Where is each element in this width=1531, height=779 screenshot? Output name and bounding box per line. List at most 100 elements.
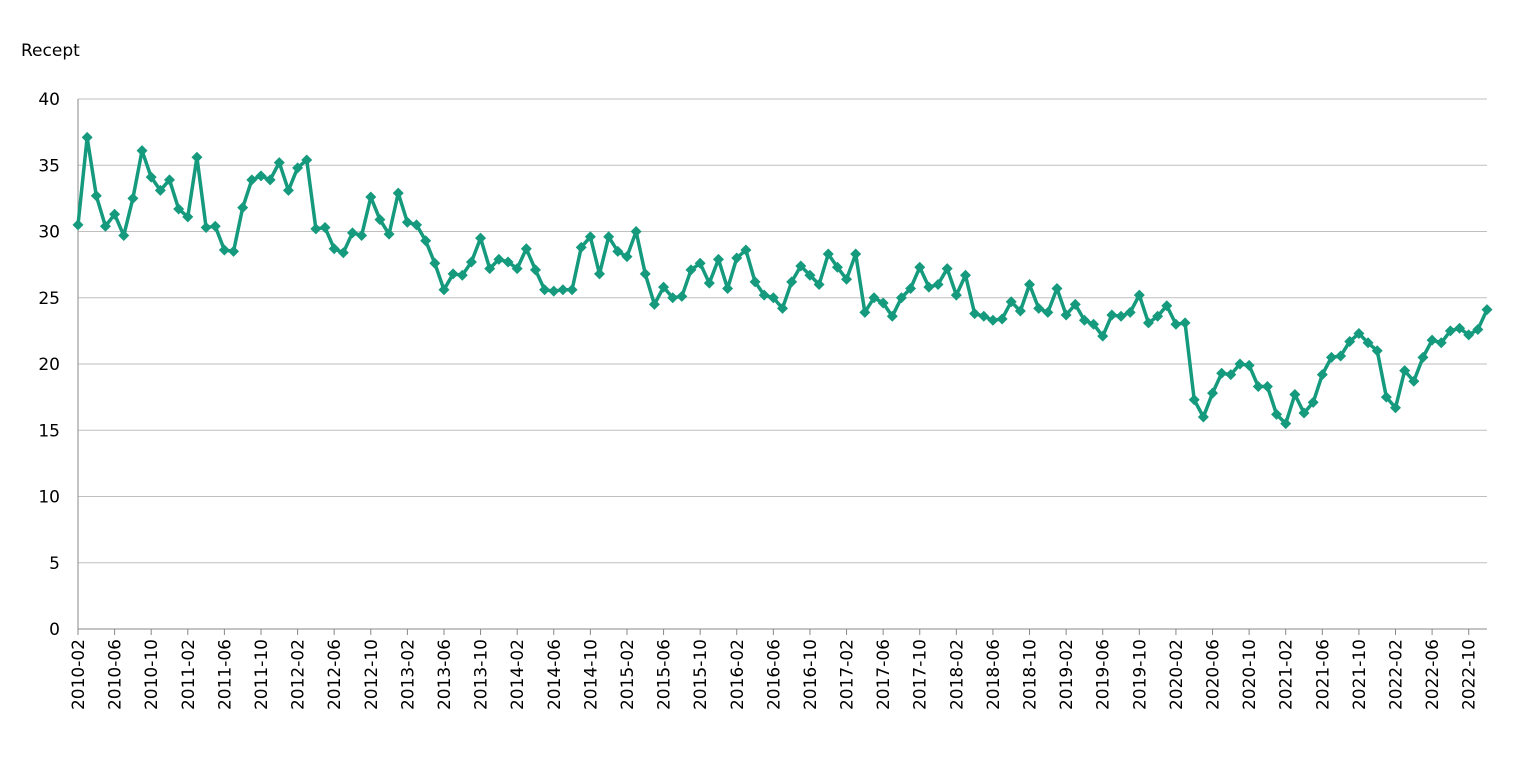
point-marker	[1353, 328, 1365, 340]
point-marker	[493, 253, 505, 265]
point-marker	[1170, 318, 1182, 330]
point-marker	[850, 248, 862, 260]
point-marker	[529, 264, 541, 276]
point-marker	[923, 281, 935, 293]
x-tick-label: 2019-02	[1057, 639, 1077, 710]
point-marker	[1417, 351, 1429, 363]
point-marker	[1078, 314, 1090, 326]
point-marker	[740, 244, 752, 256]
point-marker	[612, 245, 624, 257]
point-marker	[877, 297, 889, 309]
point-marker	[996, 313, 1008, 325]
x-tick-label: 2012-06	[325, 639, 345, 710]
point-marker	[841, 273, 853, 285]
point-marker	[895, 292, 907, 304]
x-tick-label: 2014-06	[545, 639, 565, 710]
point-marker	[1463, 329, 1475, 341]
point-marker	[1216, 367, 1228, 379]
point-marker	[1435, 337, 1447, 349]
point-marker	[950, 289, 962, 301]
x-tick-label: 2020-02	[1167, 639, 1187, 710]
x-tick-label: 2011-02	[179, 639, 199, 710]
point-marker	[1371, 345, 1383, 357]
point-marker	[584, 231, 596, 243]
point-marker	[99, 220, 111, 232]
point-marker	[941, 263, 953, 275]
y-tick-label: 0	[49, 620, 60, 640]
x-tick-label: 2018-06	[984, 639, 1004, 710]
point-marker	[667, 292, 679, 304]
point-marker	[795, 260, 807, 272]
point-marker	[264, 174, 276, 186]
x-tick-label: 2019-10	[1130, 639, 1150, 710]
x-tick-label: 2015-02	[618, 639, 638, 710]
point-marker	[886, 310, 898, 322]
point-marker	[1124, 306, 1136, 318]
x-tick-label: 2018-10	[1021, 639, 1041, 710]
point-marker	[1362, 337, 1374, 349]
point-marker	[575, 241, 587, 253]
point-marker	[429, 257, 441, 269]
x-tick-label: 2015-10	[691, 639, 711, 710]
x-tick-label: 2021-02	[1277, 639, 1297, 710]
x-tick-label: 2017-02	[838, 639, 858, 710]
x-tick-label: 2022-06	[1423, 639, 1443, 710]
point-marker	[767, 292, 779, 304]
point-marker	[1325, 351, 1337, 363]
x-tick-label: 2012-02	[289, 639, 309, 710]
point-marker	[1380, 391, 1392, 403]
point-marker	[758, 289, 770, 301]
point-marker	[539, 284, 551, 296]
x-tick-label: 2010-10	[142, 639, 162, 710]
point-marker	[72, 219, 84, 231]
point-marker	[905, 282, 917, 294]
point-marker	[813, 279, 825, 290]
point-marker	[868, 292, 880, 304]
point-marker	[346, 227, 358, 239]
point-marker	[1133, 289, 1145, 301]
point-marker	[712, 253, 724, 265]
point-marker	[685, 264, 697, 276]
point-marker	[1234, 358, 1246, 370]
point-marker	[502, 256, 514, 268]
point-marker	[1197, 411, 1209, 423]
point-marker	[676, 290, 688, 302]
point-marker	[658, 281, 670, 293]
point-marker	[1252, 381, 1264, 393]
point-marker	[831, 261, 843, 273]
point-marker	[163, 174, 175, 186]
y-axis-label: Recept	[21, 41, 80, 61]
x-tick-label: 2017-06	[874, 639, 894, 710]
point-marker	[456, 269, 468, 281]
point-marker	[1188, 394, 1200, 406]
point-marker	[1280, 418, 1292, 430]
y-tick-label: 20	[38, 355, 60, 375]
point-marker	[237, 202, 249, 214]
point-marker	[411, 219, 423, 231]
point-marker	[301, 154, 313, 166]
y-tick-label: 25	[38, 289, 60, 309]
point-marker	[383, 228, 395, 240]
point-marker	[255, 170, 267, 182]
y-tick-label: 30	[38, 223, 60, 243]
point-marker	[859, 306, 871, 318]
x-tick-label: 2020-10	[1240, 639, 1260, 710]
x-tick-label: 2021-06	[1313, 639, 1333, 710]
point-marker	[182, 211, 194, 223]
point-marker	[1261, 381, 1273, 393]
point-marker	[511, 263, 523, 275]
point-marker	[1344, 335, 1356, 347]
point-marker	[228, 245, 240, 257]
point-marker	[246, 174, 258, 186]
point-marker	[520, 243, 532, 255]
point-marker	[987, 314, 999, 326]
y-tick-label: 35	[38, 156, 60, 176]
point-marker	[969, 308, 981, 320]
point-marker	[1097, 330, 1109, 342]
point-marker	[173, 203, 185, 215]
point-marker	[465, 256, 477, 268]
x-tick-label: 2013-10	[472, 639, 492, 710]
point-marker	[594, 268, 606, 280]
x-tick-label: 2020-06	[1204, 639, 1224, 710]
